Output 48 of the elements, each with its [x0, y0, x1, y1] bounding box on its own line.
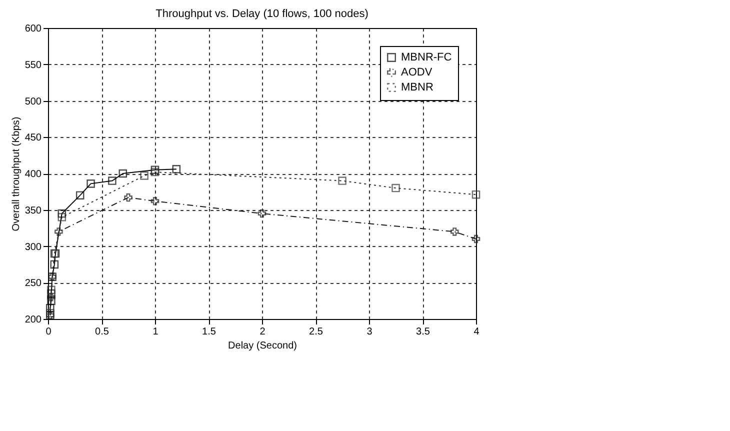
- point: [150, 168, 160, 176]
- point: [338, 176, 346, 185]
- legend-label: MBNR: [401, 82, 434, 94]
- x-tick-label: 0.5: [95, 326, 110, 338]
- y-tick-label: 250: [24, 278, 42, 290]
- point: [47, 289, 56, 298]
- y-tick-label: 450: [24, 132, 42, 144]
- point: [150, 197, 160, 206]
- point: [46, 304, 54, 312]
- point: [472, 190, 480, 199]
- legend-label: MBNR-FC: [401, 52, 452, 64]
- point: [392, 184, 400, 192]
- y-tick-label: 200: [24, 314, 42, 326]
- x-axis-title: Delay (Second): [228, 340, 297, 352]
- point: [58, 209, 66, 218]
- y-axis-title: Overall throughput (Kbps): [10, 116, 22, 232]
- point: [47, 293, 56, 302]
- point: [450, 228, 459, 236]
- point: [86, 180, 95, 188]
- point: [172, 165, 181, 174]
- point: [58, 213, 66, 222]
- x-tick-label: 2.5: [309, 326, 324, 338]
- y-tick-label: 600: [24, 24, 42, 34]
- x-tick-label: 3.5: [416, 326, 430, 338]
- y-tick-label: 500: [24, 96, 42, 108]
- chart-title: Throughput vs. Delay (10 flows, 100 nodes): [156, 8, 368, 20]
- point: [472, 234, 480, 244]
- point: [118, 169, 128, 178]
- x-tick-label: 1: [152, 326, 159, 338]
- y-tick-label: 400: [24, 169, 42, 180]
- x-tick-label: 1.5: [202, 326, 216, 338]
- point: [50, 260, 59, 269]
- point: [76, 191, 84, 200]
- x-tick-label: 4: [474, 326, 480, 338]
- y-tick-label: 350: [24, 205, 42, 216]
- point: [108, 176, 116, 185]
- point: [47, 286, 56, 294]
- x-tick-label: 2: [260, 326, 266, 338]
- point: [140, 172, 148, 180]
- point: [47, 296, 56, 305]
- x-tick-label: 0: [46, 326, 52, 338]
- point: [258, 209, 266, 218]
- y-tick-label: 550: [24, 60, 42, 71]
- x-tick-label: 3: [366, 326, 373, 338]
- y-tick-label: 300: [24, 242, 42, 253]
- point: [124, 193, 132, 202]
- legend-label: AODV: [401, 66, 433, 78]
- point: [54, 228, 63, 236]
